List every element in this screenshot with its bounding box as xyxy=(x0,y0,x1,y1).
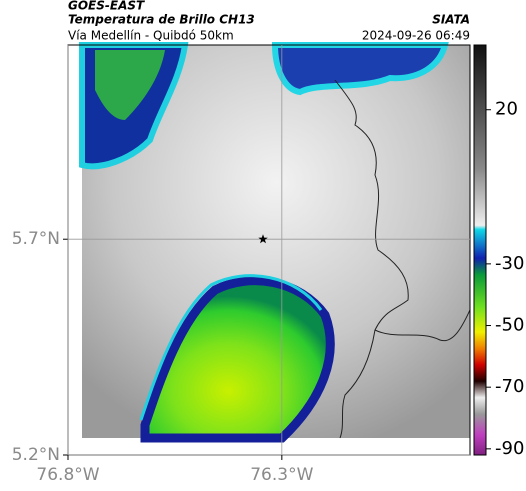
imagery xyxy=(79,42,471,443)
colorbar-label: -30 xyxy=(495,253,524,274)
source-label: SIATA xyxy=(432,13,470,27)
x-tick-label: 76.3°W xyxy=(250,465,313,485)
route-label: Vía Medellín - Quibdó 50km xyxy=(68,29,234,43)
colorbar-label: -50 xyxy=(495,315,524,336)
product-title: Temperatura de Brillo CH13 xyxy=(68,13,255,27)
colorbar-label: 20 xyxy=(495,99,518,120)
timestamp: 2024-09-26 06:49 xyxy=(362,29,470,43)
colorbar-label: -90 xyxy=(495,438,524,459)
location-marker xyxy=(258,234,268,244)
y-tick-label: 5.2°N xyxy=(12,445,60,465)
colorbar xyxy=(473,44,487,456)
satellite-title: GOES-EAST xyxy=(68,0,145,13)
x-tick-label: 76.8°W xyxy=(36,465,99,485)
colorbar-label: -70 xyxy=(495,376,524,397)
y-tick-label: 5.7°N xyxy=(12,229,60,249)
